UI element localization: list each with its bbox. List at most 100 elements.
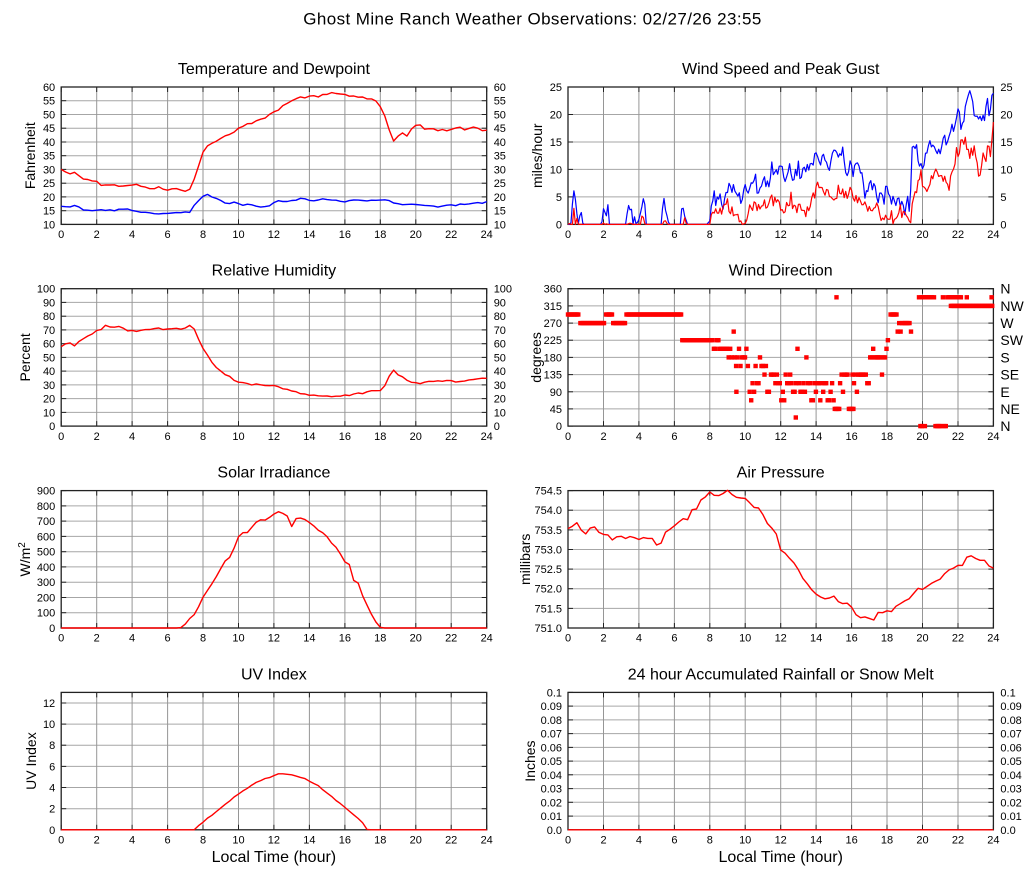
svg-text:4: 4 [636, 835, 642, 847]
svg-text:Wind Direction: Wind Direction [729, 263, 833, 280]
svg-text:24: 24 [987, 431, 999, 443]
svg-text:30: 30 [494, 164, 506, 176]
svg-text:10: 10 [494, 219, 506, 231]
svg-text:2: 2 [49, 804, 55, 816]
svg-text:30: 30 [43, 164, 55, 176]
svg-text:700: 700 [37, 516, 55, 528]
svg-text:300: 300 [37, 577, 55, 589]
svg-text:20: 20 [410, 835, 422, 847]
svg-text:0.09: 0.09 [541, 701, 562, 713]
svg-text:6: 6 [165, 431, 171, 443]
svg-text:10: 10 [232, 229, 244, 241]
svg-text:100: 100 [494, 284, 512, 296]
svg-text:24: 24 [481, 431, 493, 443]
svg-text:0: 0 [494, 421, 500, 433]
svg-text:Percent: Percent [17, 333, 33, 381]
svg-text:18: 18 [881, 431, 893, 443]
svg-text:0.08: 0.08 [1000, 715, 1021, 727]
svg-text:200: 200 [37, 593, 55, 605]
svg-text:100: 100 [37, 608, 55, 620]
svg-text:0.02: 0.02 [541, 797, 562, 809]
svg-text:0.0: 0.0 [1000, 825, 1015, 837]
svg-text:2: 2 [94, 431, 100, 443]
svg-text:15: 15 [494, 206, 506, 218]
svg-text:8: 8 [200, 229, 206, 241]
svg-text:0.04: 0.04 [541, 770, 562, 782]
svg-text:0: 0 [58, 229, 64, 241]
svg-text:0.09: 0.09 [1000, 701, 1021, 713]
svg-text:20: 20 [410, 229, 422, 241]
svg-text:2: 2 [600, 633, 606, 645]
svg-text:0: 0 [58, 835, 64, 847]
svg-text:12: 12 [268, 431, 280, 443]
svg-text:18: 18 [881, 633, 893, 645]
svg-text:751.5: 751.5 [534, 603, 562, 615]
svg-text:4: 4 [636, 431, 642, 443]
svg-text:0.1: 0.1 [547, 687, 562, 699]
svg-text:15: 15 [550, 137, 562, 149]
svg-text:miles/hour: miles/hour [529, 123, 545, 188]
svg-text:0: 0 [1000, 219, 1006, 231]
svg-text:55: 55 [494, 96, 506, 108]
svg-text:0.03: 0.03 [541, 784, 562, 796]
svg-text:315: 315 [544, 301, 562, 313]
svg-text:4: 4 [49, 783, 55, 795]
svg-text:8: 8 [707, 835, 713, 847]
svg-text:14: 14 [303, 229, 315, 241]
svg-text:Local Time (hour): Local Time (hour) [718, 849, 843, 866]
svg-text:14: 14 [810, 633, 822, 645]
svg-text:2: 2 [600, 431, 606, 443]
svg-text:754.5: 754.5 [534, 486, 562, 498]
svg-text:754.0: 754.0 [534, 505, 562, 517]
svg-text:8: 8 [200, 633, 206, 645]
svg-text:60: 60 [43, 339, 55, 351]
svg-text:4: 4 [636, 229, 642, 241]
svg-text:4: 4 [129, 633, 135, 645]
svg-text:8: 8 [200, 431, 206, 443]
svg-text:10: 10 [739, 431, 751, 443]
svg-text:50: 50 [43, 110, 55, 122]
svg-text:NW: NW [1000, 298, 1024, 314]
svg-text:Local Time (hour): Local Time (hour) [212, 849, 337, 866]
svg-text:8: 8 [707, 633, 713, 645]
svg-text:20: 20 [494, 192, 506, 204]
svg-text:20: 20 [916, 229, 928, 241]
svg-text:90: 90 [43, 297, 55, 309]
svg-text:18: 18 [374, 835, 386, 847]
svg-text:16: 16 [845, 431, 857, 443]
svg-text:22: 22 [445, 229, 457, 241]
svg-text:0: 0 [565, 431, 571, 443]
svg-text:35: 35 [43, 151, 55, 163]
svg-text:0: 0 [58, 633, 64, 645]
svg-text:2: 2 [600, 229, 606, 241]
svg-text:70: 70 [43, 325, 55, 337]
svg-text:60: 60 [43, 82, 55, 94]
svg-text:Fahrenheit: Fahrenheit [22, 122, 38, 189]
svg-text:90: 90 [494, 297, 506, 309]
svg-text:N: N [1000, 418, 1010, 434]
svg-text:4: 4 [636, 633, 642, 645]
svg-text:30: 30 [494, 380, 506, 392]
svg-text:22: 22 [952, 835, 964, 847]
svg-text:8: 8 [200, 835, 206, 847]
svg-text:24: 24 [481, 835, 493, 847]
svg-text:8: 8 [707, 431, 713, 443]
svg-text:6: 6 [165, 229, 171, 241]
svg-text:16: 16 [845, 229, 857, 241]
svg-text:12: 12 [43, 698, 55, 710]
svg-text:12: 12 [268, 633, 280, 645]
svg-text:0.07: 0.07 [541, 729, 562, 741]
svg-text:10: 10 [739, 835, 751, 847]
svg-text:10: 10 [1000, 164, 1012, 176]
svg-text:14: 14 [303, 431, 315, 443]
svg-text:40: 40 [494, 137, 506, 149]
svg-text:15: 15 [43, 206, 55, 218]
svg-text:S: S [1000, 349, 1009, 365]
svg-text:25: 25 [43, 178, 55, 190]
svg-text:6: 6 [49, 761, 55, 773]
svg-text:0.01: 0.01 [541, 811, 562, 823]
svg-text:60: 60 [494, 82, 506, 94]
svg-text:30: 30 [43, 380, 55, 392]
svg-text:12: 12 [775, 633, 787, 645]
svg-text:10: 10 [232, 633, 244, 645]
